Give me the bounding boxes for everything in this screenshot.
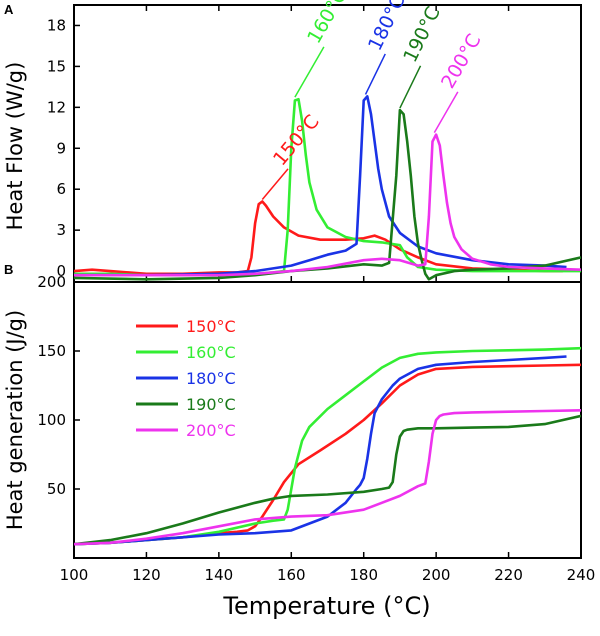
annotation-label: 150°C [269,111,324,170]
panel-b-ytick-label: 200 [37,273,66,291]
panel-b-xtick-label: 240 [567,566,596,584]
annotation-label: 200°C [437,30,486,92]
panel-b-xtick-label: 200 [422,566,451,584]
panel-a-series-line [74,133,581,277]
panel-a-ylabel: Heat Flow (W/g) [3,62,27,231]
panel-b-xtick-label: 100 [60,566,89,584]
panel-b-xtick-label: 120 [132,566,161,584]
panel-a-ytick-label: 3 [56,221,66,239]
panel-b-xtick-label: 180 [349,566,378,584]
legend-entry-label: 160°C [186,343,236,362]
panel-b-ytick-label: 100 [37,411,66,429]
panel-b-letter: B [4,262,13,277]
panel-b-series-line [74,414,581,546]
legend: 150°C 160°C 180°C 190°C 200°C [136,317,236,440]
panel-b-ytick-label: 50 [47,480,66,498]
panel-a-series-line [74,97,581,277]
panel-a-ytick-label: 0 [56,262,66,280]
panel-b-series-line [74,409,581,546]
annotation-label: 180°C [364,0,410,54]
annotation-leader-line [399,65,422,109]
legend-entry-label: 180°C [186,369,236,388]
annotation-leader-line [261,168,289,200]
panel-a-ytick-label: 12 [47,98,66,116]
legend-entry-label: 190°C [186,395,236,414]
annotation-label: 160°C [303,0,352,47]
x-axis-label: Temperature (°C) [222,592,430,620]
annotation-leader-line [294,46,325,98]
panel-b-series-line [74,346,581,546]
panel-b-heat-generation: 50 100 150 200 100 120 140 160 180 200 220 240 150°… [3,273,595,620]
panel-a-ytick-label: 9 [56,139,66,157]
panel-a-series-line [74,95,567,277]
annotation-leader-line [433,91,459,134]
legend-entry-label: 150°C [186,317,236,336]
panel-a-ytick-label: 6 [56,180,66,198]
annotation-leader-line [364,53,386,95]
legend-entry-label: 200°C [186,421,236,440]
panel-a-ytick-label: 18 [47,16,66,34]
panel-b-ylabel: Heat generation (J/g) [3,310,27,530]
panel-a-ytick-label: 15 [47,57,66,75]
annotation-label: 190°C [399,3,445,66]
panel-b-xtick-label: 140 [205,566,234,584]
panel-a-letter: A [4,2,14,17]
panel-b-ytick-label: 150 [37,342,66,360]
panel-b-xtick-label: 220 [494,566,523,584]
panel-b-xtick-label: 160 [277,566,306,584]
panel-b-series-line [74,355,567,546]
